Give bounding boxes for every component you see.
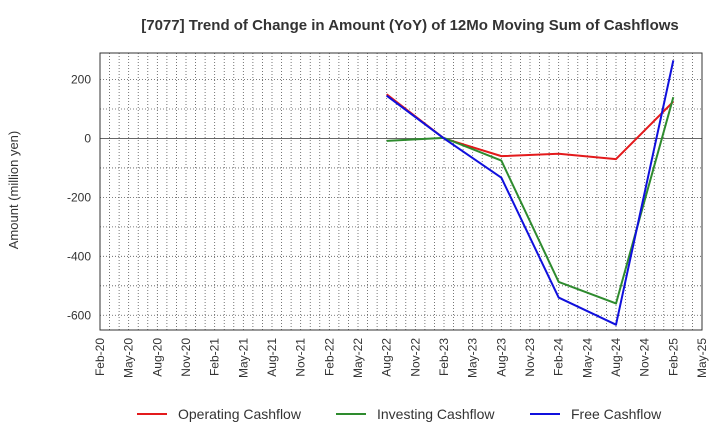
x-tick-label: Feb-23 xyxy=(437,338,451,376)
x-tick-label: May-21 xyxy=(236,338,250,378)
y-tick-label: -600 xyxy=(67,308,91,322)
x-tick-label: May-20 xyxy=(122,338,136,378)
legend-label: Free Cashflow xyxy=(571,406,662,422)
x-tick-labels: Feb-20 May-20 Aug-20 Nov-20 Feb-21 May-21 Aug-… xyxy=(93,338,709,378)
y-tick-label: 200 xyxy=(71,73,91,87)
y-tick-label: 0 xyxy=(84,131,91,145)
x-tick-label: May-22 xyxy=(351,338,365,378)
x-tick-label: Nov-20 xyxy=(179,338,193,377)
x-tick-label: Aug-23 xyxy=(494,338,508,377)
x-tick-label: Nov-23 xyxy=(523,338,537,377)
x-tick-label: Nov-21 xyxy=(294,338,308,377)
x-tick-label: May-24 xyxy=(580,338,594,378)
legend-label: Operating Cashflow xyxy=(178,406,302,422)
x-tick-label: Feb-24 xyxy=(552,338,566,376)
legend: Operating Cashflow Investing Cashflow Free… xyxy=(137,406,662,422)
series-lines xyxy=(386,60,675,326)
y-axis-label: Amount (million yen) xyxy=(6,131,21,250)
plot-frame xyxy=(99,52,703,331)
chart-title: [7077] Trend of Change in Amount (YoY) o… xyxy=(141,17,679,34)
x-tick-label: May-25 xyxy=(695,338,709,378)
x-tick-label: Feb-21 xyxy=(208,338,222,376)
x-tick-label: Aug-20 xyxy=(150,338,164,377)
x-tick-label: May-23 xyxy=(466,338,480,378)
x-tick-label: Feb-20 xyxy=(93,338,107,376)
y-tick-labels: 200 0 -200 -400 -600 xyxy=(67,73,91,323)
legend-label: Investing Cashflow xyxy=(377,406,495,422)
x-tick-label: Nov-24 xyxy=(638,338,652,377)
series-line-investing-cashflow xyxy=(386,96,675,305)
series-line-free-cashflow xyxy=(386,60,675,326)
x-tick-label: Aug-24 xyxy=(609,338,623,377)
grid xyxy=(100,53,702,330)
y-tick-label: -200 xyxy=(67,190,91,204)
x-tick-label: Feb-22 xyxy=(322,338,336,376)
x-tick-label: Feb-25 xyxy=(666,338,680,376)
y-tick-label: -400 xyxy=(67,249,91,263)
x-tick-label: Aug-21 xyxy=(265,338,279,377)
x-tick-label: Aug-22 xyxy=(380,338,394,377)
x-tick-label: Nov-22 xyxy=(408,338,422,377)
